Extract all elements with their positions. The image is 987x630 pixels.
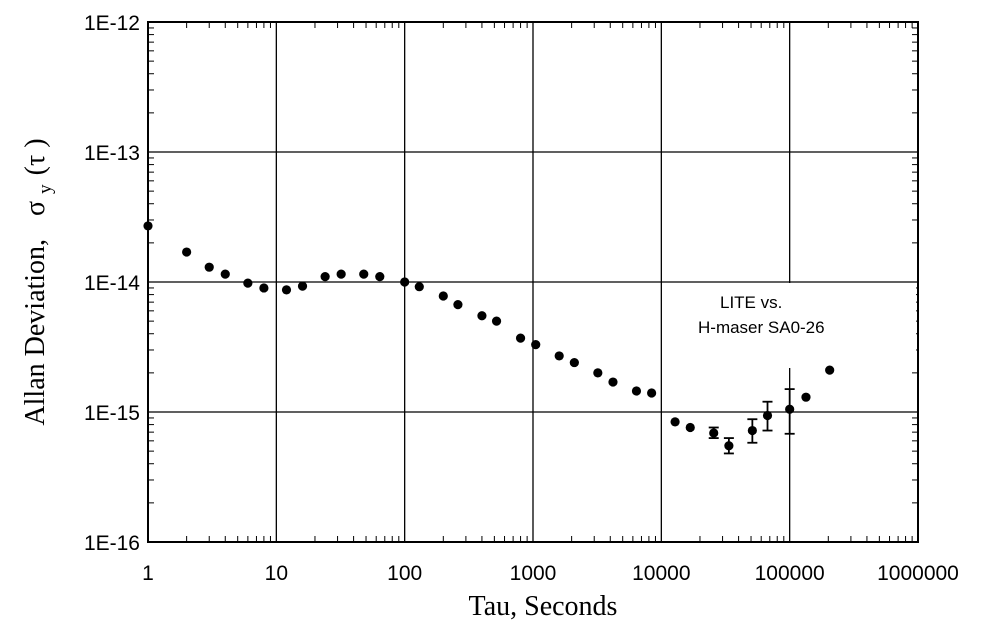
data-point	[259, 283, 269, 293]
plot-frame	[147, 21, 919, 543]
x-tick-labels: 1 10 100 1000 10000 100000 1000000	[142, 562, 959, 585]
data-point	[477, 311, 487, 321]
data-point	[709, 428, 719, 438]
data-point	[453, 300, 463, 310]
y-axis-title-symbol: σ	[20, 201, 51, 216]
data-point	[569, 357, 579, 368]
x-tick-label: 10000	[632, 562, 690, 585]
y-tick-label: 1E-16	[84, 532, 140, 555]
x-tick-label: 1000	[510, 562, 557, 585]
data-point	[414, 282, 424, 292]
x-tick-label: 100000	[755, 562, 825, 585]
x-axis-title: Tau, Seconds	[469, 591, 618, 622]
data-point	[491, 316, 502, 326]
y-axis-title-argument: (τ )	[20, 138, 51, 175]
x-tick-label: 100	[387, 562, 422, 585]
data-point	[204, 262, 214, 272]
y-tick-labels: 1E-16 1E-15 1E-14 1E-13 1E-12	[84, 12, 140, 555]
y-axis-title-subscript: y	[35, 184, 56, 194]
data-point	[554, 351, 564, 361]
data-point	[762, 410, 773, 421]
data-point	[747, 425, 757, 436]
data-point	[375, 272, 385, 282]
data-point	[220, 269, 230, 279]
data-point	[281, 285, 292, 295]
x-tick-label: 1	[142, 562, 154, 585]
data-point	[182, 247, 192, 257]
data-point	[825, 365, 835, 375]
data-point	[438, 291, 448, 301]
data-point	[297, 281, 308, 291]
data-point	[320, 272, 330, 282]
error-bars	[708, 388, 795, 455]
data-point	[685, 422, 695, 433]
data-point	[785, 404, 795, 414]
y-axis-title: Allan Deviation, σ y (τ )	[20, 138, 58, 425]
data-point	[359, 269, 369, 279]
data-point	[647, 388, 657, 398]
annotation-line-1: LITE vs.	[720, 293, 782, 312]
x-tick-label: 1000000	[877, 562, 959, 585]
data-point	[631, 386, 642, 396]
data-point	[670, 417, 680, 427]
data-point	[515, 333, 526, 343]
data-point	[724, 441, 734, 451]
annotation-line-2: H-maser SA0-26	[698, 318, 825, 337]
data-point	[400, 277, 410, 287]
annotation-box	[694, 283, 916, 368]
data-point	[143, 221, 153, 231]
x-tick-label: 10	[265, 562, 288, 585]
data-point	[801, 392, 811, 402]
y-tick-label: 1E-13	[84, 142, 140, 165]
data-points	[143, 221, 835, 451]
data-point	[593, 368, 603, 378]
y-tick-label: 1E-12	[84, 12, 140, 35]
data-point	[243, 278, 253, 288]
y-axis-title-text: Allan Deviation,	[20, 239, 51, 426]
grid-lines	[147, 21, 919, 543]
data-point	[336, 269, 346, 279]
data-point	[608, 377, 618, 387]
y-tick-label: 1E-14	[84, 272, 140, 295]
data-point	[531, 339, 541, 350]
y-tick-label: 1E-15	[84, 402, 140, 425]
